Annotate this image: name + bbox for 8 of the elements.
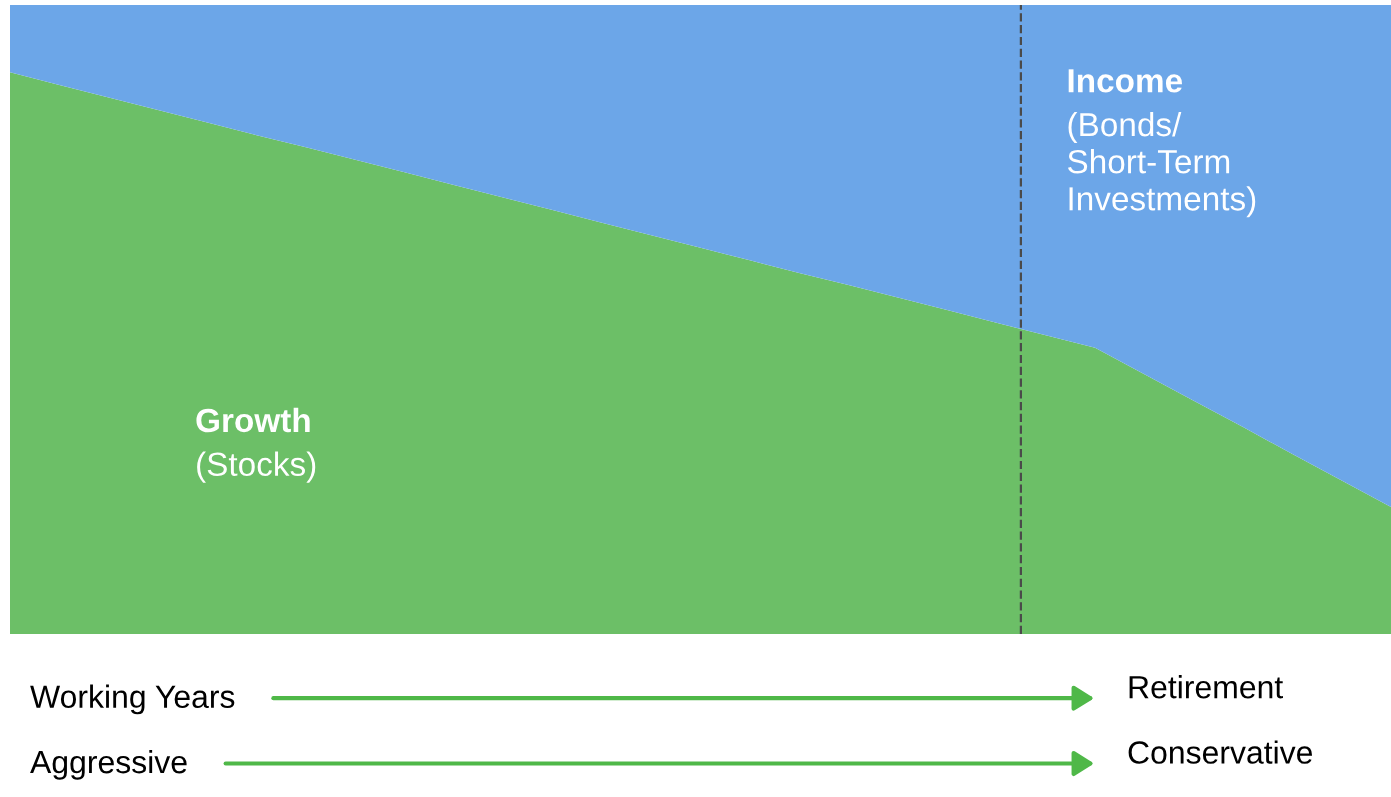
series-label: Income bbox=[1068, 69, 1183, 93]
text: Conservative bbox=[1128, 740, 1313, 764]
annotation: (Stocks) bbox=[197, 451, 316, 483]
text: Aggressive bbox=[30, 749, 187, 780]
annotation: (Bonds/ Short-Term Investments) bbox=[1067, 111, 1256, 218]
series-label: Growth bbox=[196, 407, 310, 433]
text: Retirement bbox=[1129, 675, 1283, 699]
text: Working Years bbox=[30, 684, 235, 715]
